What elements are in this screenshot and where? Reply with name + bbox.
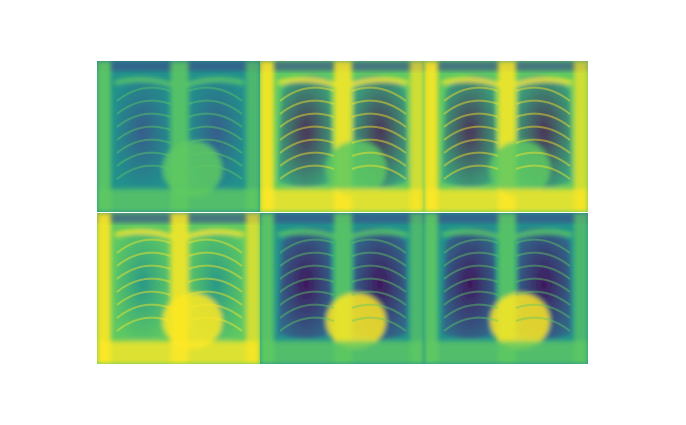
xray-panel-r2c2 xyxy=(260,213,424,364)
xray-panel-r1c3 xyxy=(424,61,588,212)
xray-image-grid xyxy=(97,61,588,364)
xray-panel-r1c1 xyxy=(97,61,260,212)
xray-panel-r2c1 xyxy=(97,213,260,364)
xray-panel-r2c3 xyxy=(424,213,588,364)
xray-panel-r1c2 xyxy=(260,61,424,212)
